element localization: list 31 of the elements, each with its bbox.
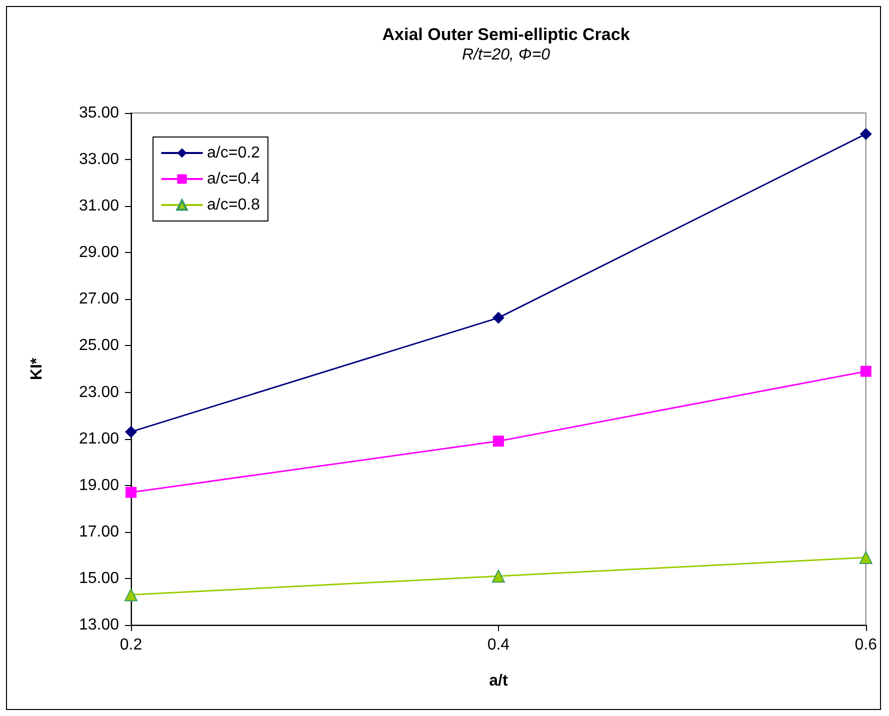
y-tick-label: 17.00 bbox=[78, 523, 120, 540]
point bbox=[492, 436, 504, 447]
point bbox=[492, 312, 504, 324]
y-tick-label: 13.00 bbox=[78, 616, 120, 634]
y-tick-label: 29.00 bbox=[78, 244, 120, 262]
legend-label: a/c=0.8 bbox=[207, 196, 260, 214]
point bbox=[126, 486, 136, 498]
y-tick-label: 33.00 bbox=[78, 151, 120, 168]
x-tick-label: 0.6 bbox=[854, 636, 878, 654]
point bbox=[859, 551, 872, 564]
y-tick-label: 31.00 bbox=[78, 198, 120, 215]
y-tick-label: 27.00 bbox=[78, 290, 120, 308]
point bbox=[860, 366, 872, 377]
legend-label: a/c=0.2 bbox=[207, 144, 260, 162]
y-tick-label: 25.00 bbox=[78, 337, 120, 354]
chart-subtitle: R/t=20, Φ=0 bbox=[462, 46, 550, 64]
y-tick-label: 15.00 bbox=[78, 570, 120, 587]
x-tick-label: 0.2 bbox=[120, 636, 142, 654]
y-tick-label: 21.00 bbox=[78, 430, 120, 448]
y-tick-label: 35.00 bbox=[78, 104, 120, 122]
y-tick-label: 23.00 bbox=[78, 384, 120, 401]
x-axis-title: a/t bbox=[489, 672, 508, 690]
legend-label: a/c=0.4 bbox=[207, 170, 260, 188]
point bbox=[492, 570, 505, 583]
chart-title: Axial Outer Semi-elliptic Crack bbox=[382, 25, 630, 44]
y-tick-label: 19.00 bbox=[78, 476, 120, 494]
x-tick-label: 0.4 bbox=[487, 636, 510, 654]
y-axis-title: KI* bbox=[28, 357, 46, 380]
point bbox=[125, 426, 137, 438]
point bbox=[124, 588, 138, 602]
point bbox=[860, 128, 872, 140]
